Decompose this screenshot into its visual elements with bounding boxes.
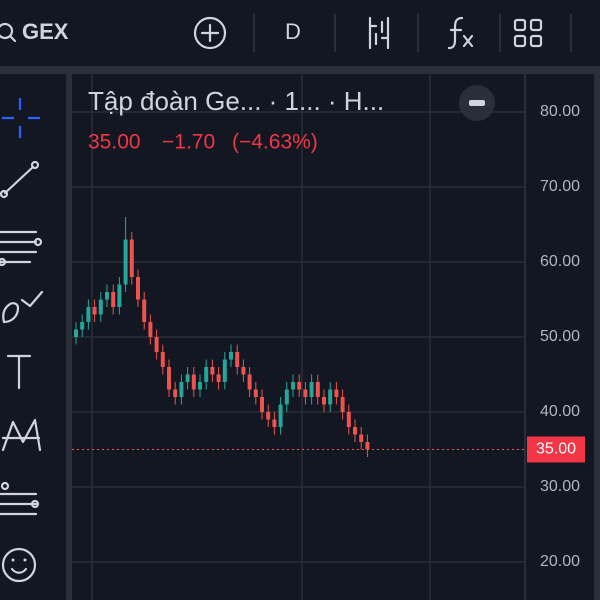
candle-body xyxy=(117,284,122,307)
drawing-toolbar xyxy=(0,74,66,600)
candle-body xyxy=(297,382,302,390)
legend-title: Tập đoàn Ge... · 1... · H... xyxy=(88,86,384,116)
candle-body xyxy=(303,389,308,397)
candle-body xyxy=(235,352,240,367)
candle-body xyxy=(210,367,215,375)
candle-body xyxy=(353,427,357,435)
candle-body xyxy=(92,307,97,315)
pattern-tool[interactable] xyxy=(1,418,42,452)
legend-change: −1.70 xyxy=(162,131,215,154)
trend-line-tool[interactable] xyxy=(0,160,40,199)
prediction-tool[interactable] xyxy=(0,481,40,516)
candle-body xyxy=(154,337,159,352)
candle-body xyxy=(129,239,134,277)
y-tick-label: 40.00 xyxy=(540,403,580,420)
separator xyxy=(66,74,72,600)
candle-body xyxy=(229,352,233,360)
candle-body xyxy=(340,397,345,412)
candle-body xyxy=(148,322,153,337)
candle-body xyxy=(136,277,140,300)
symbol-search[interactable]: GEX xyxy=(0,19,69,44)
candle-body xyxy=(334,389,339,397)
candle-body xyxy=(328,389,333,405)
separator xyxy=(0,66,600,74)
candle-body xyxy=(191,374,196,390)
candle-body xyxy=(173,389,178,397)
candle-body xyxy=(309,382,314,397)
candle-body xyxy=(278,404,283,427)
candle-body xyxy=(260,397,264,412)
plot xyxy=(72,74,524,600)
indicators-button[interactable] xyxy=(447,16,474,50)
candle-body xyxy=(272,419,277,427)
symbol: GEX xyxy=(22,19,69,44)
candle-body xyxy=(198,382,202,390)
text-tool[interactable] xyxy=(6,354,32,390)
legend-change-percent: (−4.63%) xyxy=(232,131,318,154)
fib-tool[interactable] xyxy=(0,230,43,267)
y-tick-label: 50.00 xyxy=(540,328,580,345)
candle-body xyxy=(322,397,326,405)
candle-body xyxy=(291,382,295,390)
emoji-tool[interactable] xyxy=(1,547,37,583)
interval-button[interactable]: D xyxy=(285,19,301,44)
candle-body xyxy=(105,292,109,300)
y-tick-label: 20.00 xyxy=(540,553,580,570)
y-tick-label: 70.00 xyxy=(540,178,580,195)
last-price-box xyxy=(527,436,585,463)
separator xyxy=(594,74,600,600)
candle-body xyxy=(80,322,85,330)
candle-body xyxy=(185,374,190,382)
candle-body xyxy=(284,389,289,405)
add-button[interactable] xyxy=(193,16,227,50)
candle-body xyxy=(216,374,221,382)
y-tick-label: 30.00 xyxy=(540,478,580,495)
candle-body xyxy=(123,239,128,285)
candle-body xyxy=(346,412,351,427)
y-tick-label: 60.00 xyxy=(540,253,580,270)
candle-body xyxy=(222,359,227,382)
y-tick-label: 80.00 xyxy=(540,103,580,120)
candle-body xyxy=(253,389,258,397)
candle-body xyxy=(266,412,271,420)
candle-body xyxy=(111,292,116,307)
candle-body xyxy=(365,442,370,450)
candle-body xyxy=(359,434,364,442)
brush-tool[interactable] xyxy=(2,290,44,324)
collapse-legend-button[interactable] xyxy=(459,85,495,121)
chart-type-button[interactable] xyxy=(368,16,390,50)
candle-body xyxy=(160,352,165,367)
candle-body xyxy=(247,374,252,390)
legend-price: 35.00 xyxy=(88,131,141,154)
layout-button[interactable] xyxy=(513,18,543,48)
candle-body xyxy=(315,382,320,397)
crosshair-tool[interactable] xyxy=(2,98,40,138)
last-price-label: 35.00 xyxy=(536,441,576,458)
candle-body xyxy=(204,367,209,382)
candle-body xyxy=(142,299,147,322)
candle-body xyxy=(167,367,171,390)
candle-body xyxy=(74,329,78,337)
candle-body xyxy=(179,382,184,397)
candle-body xyxy=(86,307,91,322)
candle-body xyxy=(98,299,103,315)
candle-body xyxy=(241,367,246,375)
